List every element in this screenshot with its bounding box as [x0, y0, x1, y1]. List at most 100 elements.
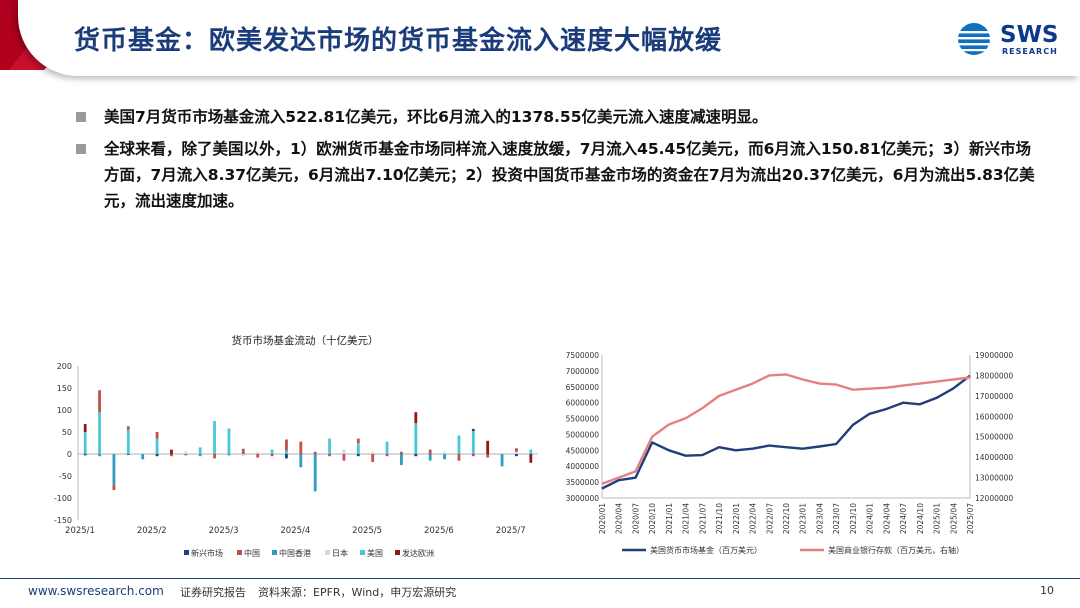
line-x-tick-label: 2022/10: [782, 503, 791, 534]
bar-segment: [285, 439, 288, 451]
bar-y-tick-label: -100: [54, 494, 72, 503]
bar-segment: [313, 451, 317, 454]
legend-label: 日本: [332, 548, 348, 558]
legend-label: 美国货币市场基金（百万美元）: [650, 545, 762, 555]
bar-segment: [414, 412, 418, 424]
line-left-tick-label: 5000000: [566, 430, 600, 439]
line-right-tick-label: 17000000: [975, 392, 1013, 401]
line-x-tick-label: 2022/01: [732, 503, 741, 534]
footer-website-link[interactable]: www.swsresearch.com: [28, 584, 164, 598]
bar-segment: [112, 484, 116, 491]
bar-segment: [515, 451, 518, 454]
bar-x-tick-label: 2025/2: [137, 526, 167, 536]
bar-segment: [471, 431, 475, 454]
line-right-tick-label: 19000000: [975, 351, 1013, 360]
footer-source: 资料来源：EPFR，Wind，申万宏源研究: [258, 586, 457, 599]
legend-label: 美国: [367, 548, 383, 558]
line-chart-legend: 美国货币市场基金（百万美元） 美国商业银行存款（百万美元，右轴）: [622, 545, 964, 555]
legend-swatch: [325, 550, 330, 555]
bar-y-tick-label: -50: [59, 472, 72, 481]
bar-segment: [414, 454, 418, 457]
bar-segment: [486, 454, 490, 458]
line-x-tick-label: 2025/07: [966, 503, 975, 534]
bar-segment: [155, 438, 159, 454]
bar-segment: [141, 454, 145, 460]
line-right-tick-label: 16000000: [975, 412, 1013, 421]
bar-segment: [285, 454, 288, 459]
line-x-tick-label: 2022/04: [749, 503, 758, 534]
bar-segment: [184, 451, 188, 454]
bar-segment: [342, 449, 346, 454]
bar-segment: [457, 435, 461, 454]
footer-report-label: 证券研究报告: [180, 586, 246, 599]
money-fund-flow-bar-chart: 货币市场基金流动（十亿美元） -150 -100 -50 0 50 100 150 200 20…: [54, 334, 538, 558]
line-right-tick-label: 14000000: [975, 453, 1013, 462]
line-x-tick-label: 2024/01: [866, 503, 875, 534]
line-x-tick-label: 2023/01: [799, 503, 808, 534]
legend-swatch: [237, 550, 242, 555]
bar-segment: [98, 412, 101, 454]
bar-segment: [515, 448, 518, 452]
bullet-text: 美国7月货币市场基金流入522.81亿美元，环比6月流入的1378.55亿美元流…: [104, 108, 768, 126]
bar-y-tick-label: 100: [57, 406, 72, 415]
legend-swatch: [184, 550, 189, 555]
bar-segment: [227, 428, 231, 454]
bar-segment: [356, 443, 360, 454]
legend-label: 美国商业银行存款（百万美元，右轴）: [828, 545, 964, 555]
legend-label: 发达欧洲: [402, 548, 434, 558]
bar-segment: [414, 423, 418, 454]
bar-segment: [443, 454, 446, 460]
bar-segment: [400, 454, 403, 465]
line-right-tick-label: 13000000: [975, 474, 1013, 483]
line-left-tick-label: 4000000: [566, 462, 600, 471]
bar-segment: [83, 454, 87, 456]
line-x-tick-label: 2023/04: [815, 503, 824, 534]
bar-x-tick-label: 2025/1: [65, 526, 95, 536]
line-left-tick-label: 4500000: [566, 446, 600, 455]
bar-segment: [126, 454, 130, 455]
bar-chart-marks: [83, 390, 533, 492]
bar-segment: [371, 451, 375, 454]
bar-segment: [428, 454, 432, 461]
line-left-tick-label: 6000000: [566, 399, 600, 408]
bullet-item: 美国7月货币市场基金流入522.81亿美元，环比6月流入的1378.55亿美元流…: [76, 104, 1036, 130]
bar-chart-title: 货币市场基金流动（十亿美元）: [232, 334, 379, 347]
bar-segment: [471, 428, 475, 432]
bullet-marker: [76, 144, 86, 154]
series-line-us-bank-deposits: [601, 373, 971, 485]
legend-swatch: [360, 550, 365, 555]
footer-divider: [0, 578, 1080, 579]
bar-segment: [170, 449, 173, 454]
bar-x-tick-label: 2025/5: [352, 526, 382, 536]
bar-y-tick-label: -150: [54, 516, 72, 525]
bar-segment: [155, 432, 159, 439]
line-x-tick-label: 2023/07: [832, 503, 841, 534]
bar-segment: [385, 441, 389, 454]
bar-segment: [227, 454, 231, 456]
series-line-us-mmf: [601, 374, 971, 490]
bar-y-tick-label: 200: [57, 362, 72, 371]
line-left-tick-label: 7500000: [566, 351, 600, 360]
line-x-tick-label: 2023/10: [849, 503, 858, 534]
bar-segment: [500, 454, 504, 467]
bar-segment: [299, 454, 303, 468]
bar-segment: [529, 454, 533, 463]
line-x-tick-label: 2020/04: [615, 503, 624, 534]
page-title: 货币基金：欧美发达市场的货币基金流入速度大幅放缓: [74, 26, 723, 56]
bar-segment: [270, 449, 274, 454]
bar-segment: [486, 440, 490, 454]
bar-segment: [213, 421, 216, 454]
line-x-tick-label: 2021/07: [698, 503, 707, 534]
bar-segment: [83, 432, 87, 454]
bar-segment: [256, 451, 260, 454]
line-right-tick-label: 12000000: [975, 494, 1013, 503]
bar-x-tick-label: 2025/4: [280, 526, 310, 536]
bullet-item: 全球来看，除了美国以外，1）欧洲货币基金市场同样流入速度放缓，7月流入45.45…: [76, 136, 1036, 214]
line-chart-axes: 3000000 3500000 4000000 4500000 5000000 55000…: [566, 351, 1014, 534]
bar-segment: [170, 454, 173, 457]
bar-segment: [241, 448, 245, 454]
bar-chart-legend: 新兴市场 中国 中国香港 日本 美国 发达欧洲: [184, 548, 434, 558]
line-x-tick-label: 2025/01: [933, 503, 942, 534]
line-left-tick-label: 5500000: [566, 415, 600, 424]
bar-chart-axes: -150 -100 -50 0 50 100 150 200 2025/1 2025/2 2025/…: [54, 362, 538, 536]
